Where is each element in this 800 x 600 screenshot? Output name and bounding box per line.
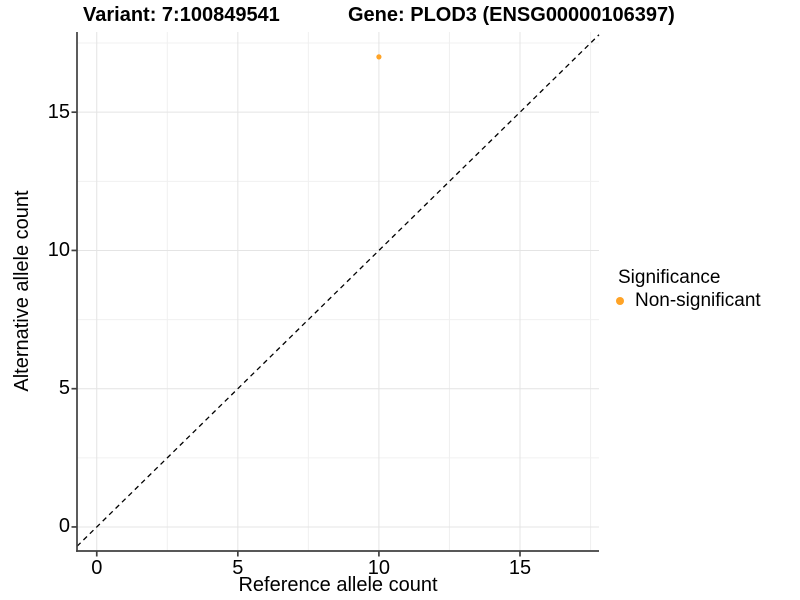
- identity-dashed-line: [76, 34, 600, 547]
- x-axis-title: Reference allele count: [238, 574, 438, 596]
- variant-title: Variant: 7:100849541: [83, 4, 280, 26]
- x-tick-label: 5: [232, 557, 244, 579]
- legend-item-label: Non-significant: [635, 290, 761, 311]
- x-tick-label: 10: [367, 557, 391, 579]
- legend-title: Significance: [618, 267, 721, 288]
- x-tick-label: 0: [91, 557, 103, 579]
- y-tick-label: 10: [47, 238, 70, 261]
- y-axis-title: Alternative allele count: [11, 190, 33, 392]
- legend: Significance Non-significant: [612, 267, 761, 312]
- gene-title: Gene: PLOD3 (ENSG00000106397): [348, 4, 675, 26]
- x-tick-label: 15: [508, 557, 532, 579]
- y-tick-label: 15: [47, 100, 70, 123]
- y-tick-label: 5: [58, 377, 70, 400]
- y-tick-label: 0: [58, 515, 70, 538]
- data-point: [376, 54, 382, 60]
- legend-key-dot-icon: [616, 297, 624, 305]
- legend-item-non-significant: Non-significant: [612, 290, 761, 312]
